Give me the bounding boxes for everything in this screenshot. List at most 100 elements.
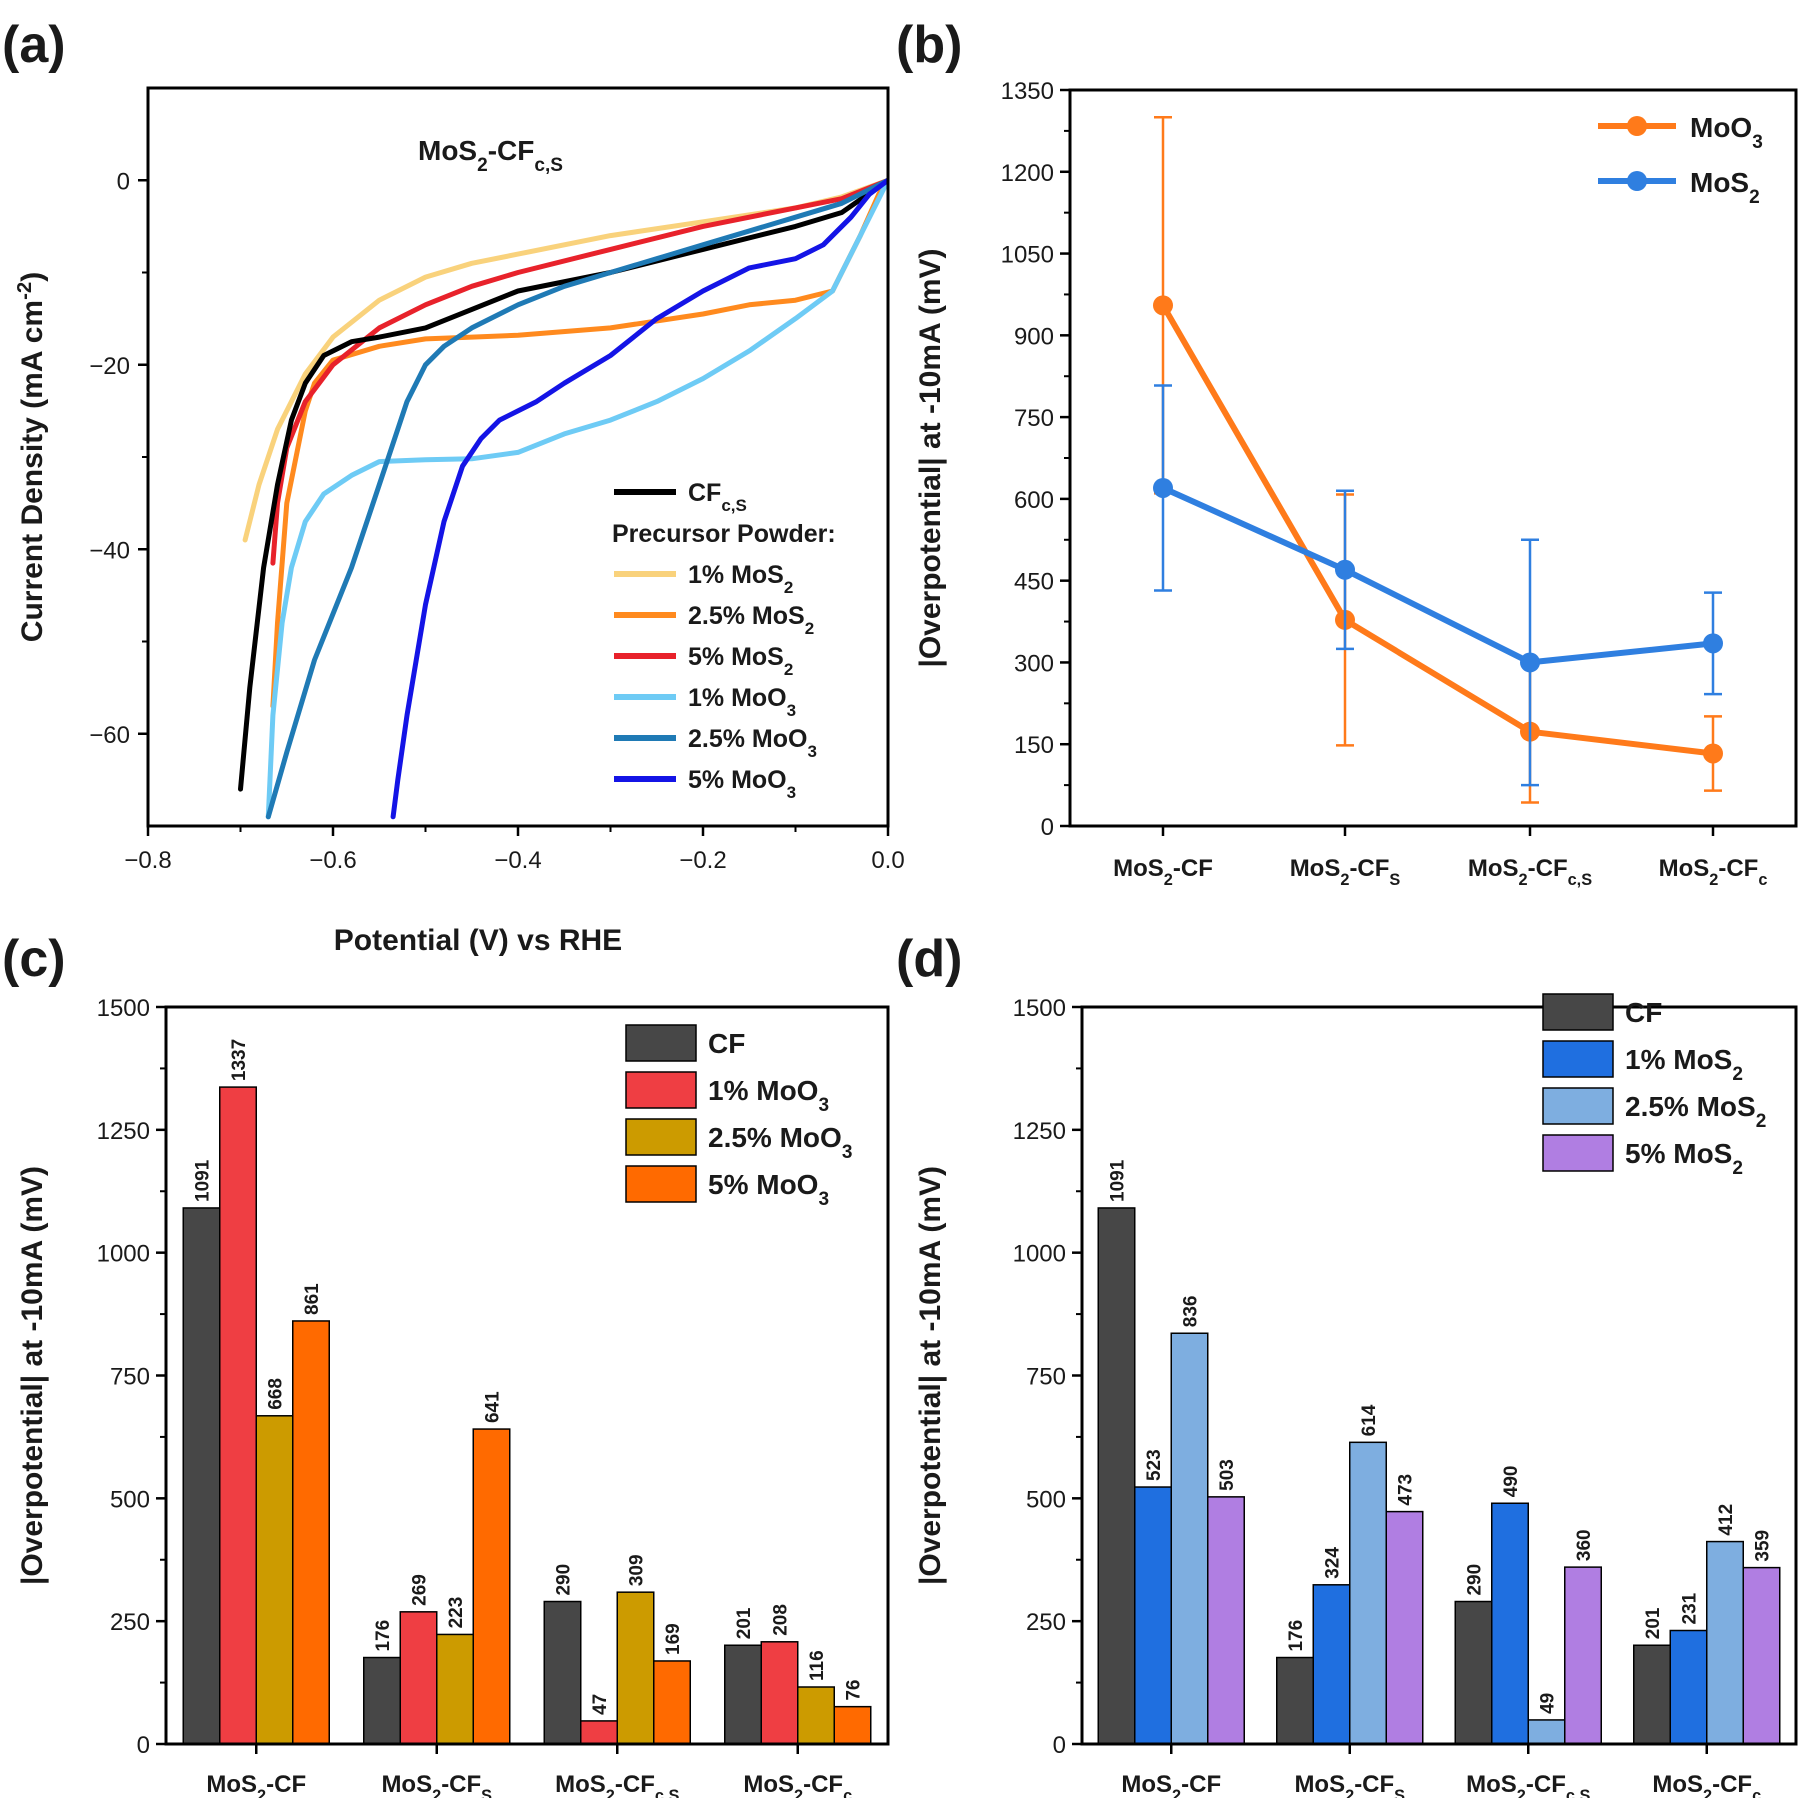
bar-moo3_25 [797,1686,835,1745]
y-tick-label: −20 [89,353,130,380]
legend-swatch-mos2_25 [1542,1087,1614,1125]
y-tick-label: 0 [117,168,130,195]
x-category-label: MoS2-CFc [1659,855,1768,889]
bar-mos2_25 [1527,1719,1566,1745]
x-category-label: MoS2-CF [1121,1771,1221,1798]
bar-value-label: 668 [266,1378,287,1410]
y-tick-label: 600 [1014,487,1054,514]
legend-marker [1627,171,1647,191]
legend-item-lsv_moo3_25: 2.5% MoO3 [688,725,817,761]
bar-moo3_25 [616,1591,655,1745]
legend-swatch-cf [625,1024,697,1062]
bar-moo3_5 [292,1320,330,1745]
bar-value-label: 176 [1286,1620,1307,1652]
x-tick-label: −0.8 [124,847,171,874]
y-tick-label: 0 [1041,814,1054,841]
y-tick-label: 250 [1026,1609,1066,1636]
legend-item-moo3_5: 5% MoO3 [708,1169,829,1210]
series-line-line_mos2 [1161,485,1714,666]
bar-value-label: 503 [1217,1459,1238,1491]
panel-a-frame [146,86,890,828]
data-point [1153,295,1173,316]
legend-item-mos2_25: 2.5% MoS2 [1625,1091,1766,1132]
legend-swatch-mos2_1 [1542,1040,1614,1078]
panel-c-chart: 0 250 500 750 1000 1250 1500 MoS2-CF 1091 1337 668… [16,995,890,1798]
bar-value-label: 290 [554,1564,575,1596]
panel-a-annotation: MoS2-CFc,S [418,135,563,176]
y-tick-label: 1250 [1013,1118,1066,1145]
legend-item-lsv_cf: CFc,S [688,479,747,515]
y-tick-label: 500 [1026,1486,1066,1513]
bar-value-label: 412 [1716,1504,1737,1536]
bar-moo3_1 [580,1720,618,1745]
bar-value-label: 614 [1359,1404,1380,1436]
legend-item-cf: CF [1625,997,1662,1028]
x-tick-label: −0.4 [494,847,541,874]
legend-swatch-moo3_1 [625,1071,697,1109]
bar-value-label: 1091 [193,1159,214,1202]
x-category-label: MoS2-CFc,S [1466,1771,1590,1798]
x-category-label: MoS2-CFc,S [1468,855,1592,889]
bar-mos2_1 [1312,1584,1351,1745]
series-line-line_moo3 [1160,303,1714,757]
panel-a-chart: −0.8 −0.6 −0.4 −0.2 0.0 0 −20 −40 −60 MoS2-CFc,S P… [14,86,905,957]
bar-mos2_1 [1669,1629,1708,1745]
legend-item-moo3_25: 2.5% MoO3 [708,1122,852,1163]
y-tick-label: 1500 [1013,995,1066,1022]
series-line-lsv_moo3_1 [265,177,888,820]
y-tick-label: 150 [1014,732,1054,759]
bar-mos2_5 [1207,1496,1245,1745]
data-point [1335,559,1355,580]
bar-value-label: 231 [1680,1592,1701,1624]
panel-c-label: (c) [2,930,66,988]
bar-mos2_25 [1349,1441,1387,1745]
bar-value-label: 201 [1643,1607,1664,1639]
y-tick-label: 500 [110,1486,150,1513]
bar-moo3_1 [760,1641,799,1745]
legend-swatch-mos2_5 [1542,1134,1614,1172]
bar-mos2_1 [1134,1486,1172,1745]
bar-value-label: 176 [373,1620,394,1652]
panel-d-frame [1080,1005,1798,1746]
bar-value-label: 490 [1501,1466,1522,1498]
bar-mos2_5 [1385,1510,1424,1745]
bar-value-label: 523 [1144,1449,1165,1481]
bar-value-label: 324 [1323,1547,1344,1579]
legend-item-lsv_mos2_5: 5% MoS2 [688,643,793,679]
y-tick-label: 1000 [97,1241,150,1268]
bar-mos2_5 [1564,1566,1602,1745]
panel-b-label: (b) [896,16,962,74]
bar-value-label: 49 [1538,1693,1559,1714]
bar-mos2_25 [1706,1540,1744,1745]
x-tick-label: −0.2 [679,847,726,874]
bar-value-label: 223 [446,1597,467,1629]
series-line-lsv_moo3_5 [390,177,888,820]
y-tick-label: 250 [110,1609,150,1636]
bar-cf [1097,1207,1136,1745]
legend-item-line_moo3: MoO3 [1690,112,1763,153]
bar-moo3_1 [219,1086,257,1745]
bar-value-label: 201 [734,1607,755,1639]
data-point [1153,477,1173,498]
panel-b-chart: 0 150 300 450 600 750 900 1050 1200 1350 MoS2-CF Mo… [914,78,1798,889]
panel-b-frame [1068,88,1798,828]
bar-cf [724,1644,762,1745]
y-tick-label: 1250 [97,1118,150,1145]
bar-moo3_25 [436,1633,474,1745]
bar-moo3_5 [833,1705,872,1745]
y-tick-label: 1000 [1013,1241,1066,1268]
bar-value-label: 473 [1396,1474,1417,1506]
series-line-lsv_cf [238,177,888,792]
y-tick-label: −60 [89,722,130,749]
x-category-label: MoS2-CFc [1652,1771,1761,1798]
legend-item-moo3_1: 1% MoO3 [708,1075,829,1116]
bar-value-label: 76 [844,1680,865,1701]
bar-value-label: 360 [1574,1529,1595,1561]
bar-value-label: 1091 [1108,1159,1129,1202]
y-tick-label: 0 [1053,1732,1066,1759]
legend-item-lsv_moo3_1: 1% MoO3 [688,684,796,720]
bar-cf [363,1656,401,1745]
bar-moo3_1 [399,1611,438,1745]
bar-value-label: 1337 [229,1039,250,1081]
legend-swatch-cf [1542,993,1614,1031]
